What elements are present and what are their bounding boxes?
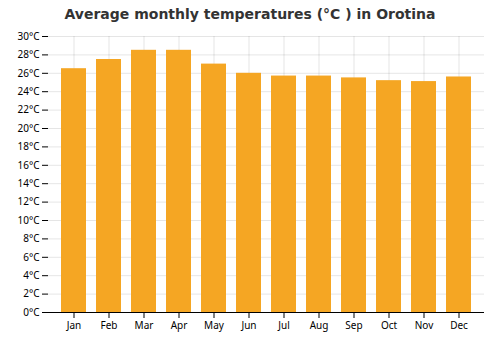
svg-text:22°C: 22°C — [17, 102, 40, 116]
svg-text:10°C: 10°C — [17, 213, 40, 227]
svg-text:30°C: 30°C — [17, 29, 40, 43]
svg-text:8°C: 8°C — [23, 231, 40, 245]
svg-text:12°C: 12°C — [17, 194, 40, 208]
svg-text:Jun: Jun — [240, 318, 256, 332]
svg-text:Oct: Oct — [381, 318, 398, 332]
svg-text:6°C: 6°C — [23, 250, 40, 264]
svg-text:May: May — [204, 318, 225, 332]
svg-text:Mar: Mar — [135, 318, 154, 332]
svg-text:16°C: 16°C — [17, 158, 40, 172]
svg-text:4°C: 4°C — [23, 268, 40, 282]
svg-text:18°C: 18°C — [17, 139, 40, 153]
svg-text:26°C: 26°C — [17, 66, 40, 80]
svg-text:Feb: Feb — [101, 318, 118, 332]
svg-text:Apr: Apr — [171, 318, 188, 332]
svg-text:28°C: 28°C — [17, 47, 40, 61]
svg-text:Jan: Jan — [66, 318, 82, 332]
svg-text:14°C: 14°C — [17, 176, 40, 190]
svg-text:Nov: Nov — [415, 318, 434, 332]
svg-text:Dec: Dec — [450, 318, 468, 332]
svg-text:24°C: 24°C — [17, 84, 40, 98]
svg-text:20°C: 20°C — [17, 121, 40, 135]
html-text:Average monthly temperatures (: Average monthly temperatures (°C ) in Or… — [64, 6, 436, 22]
svg-text:2°C: 2°C — [23, 286, 40, 300]
svg-text:Aug: Aug — [310, 318, 329, 332]
svg-text:Sep: Sep — [345, 318, 362, 332]
svg-text:0°C: 0°C — [23, 305, 40, 319]
svg-text:Jul: Jul — [277, 318, 290, 332]
